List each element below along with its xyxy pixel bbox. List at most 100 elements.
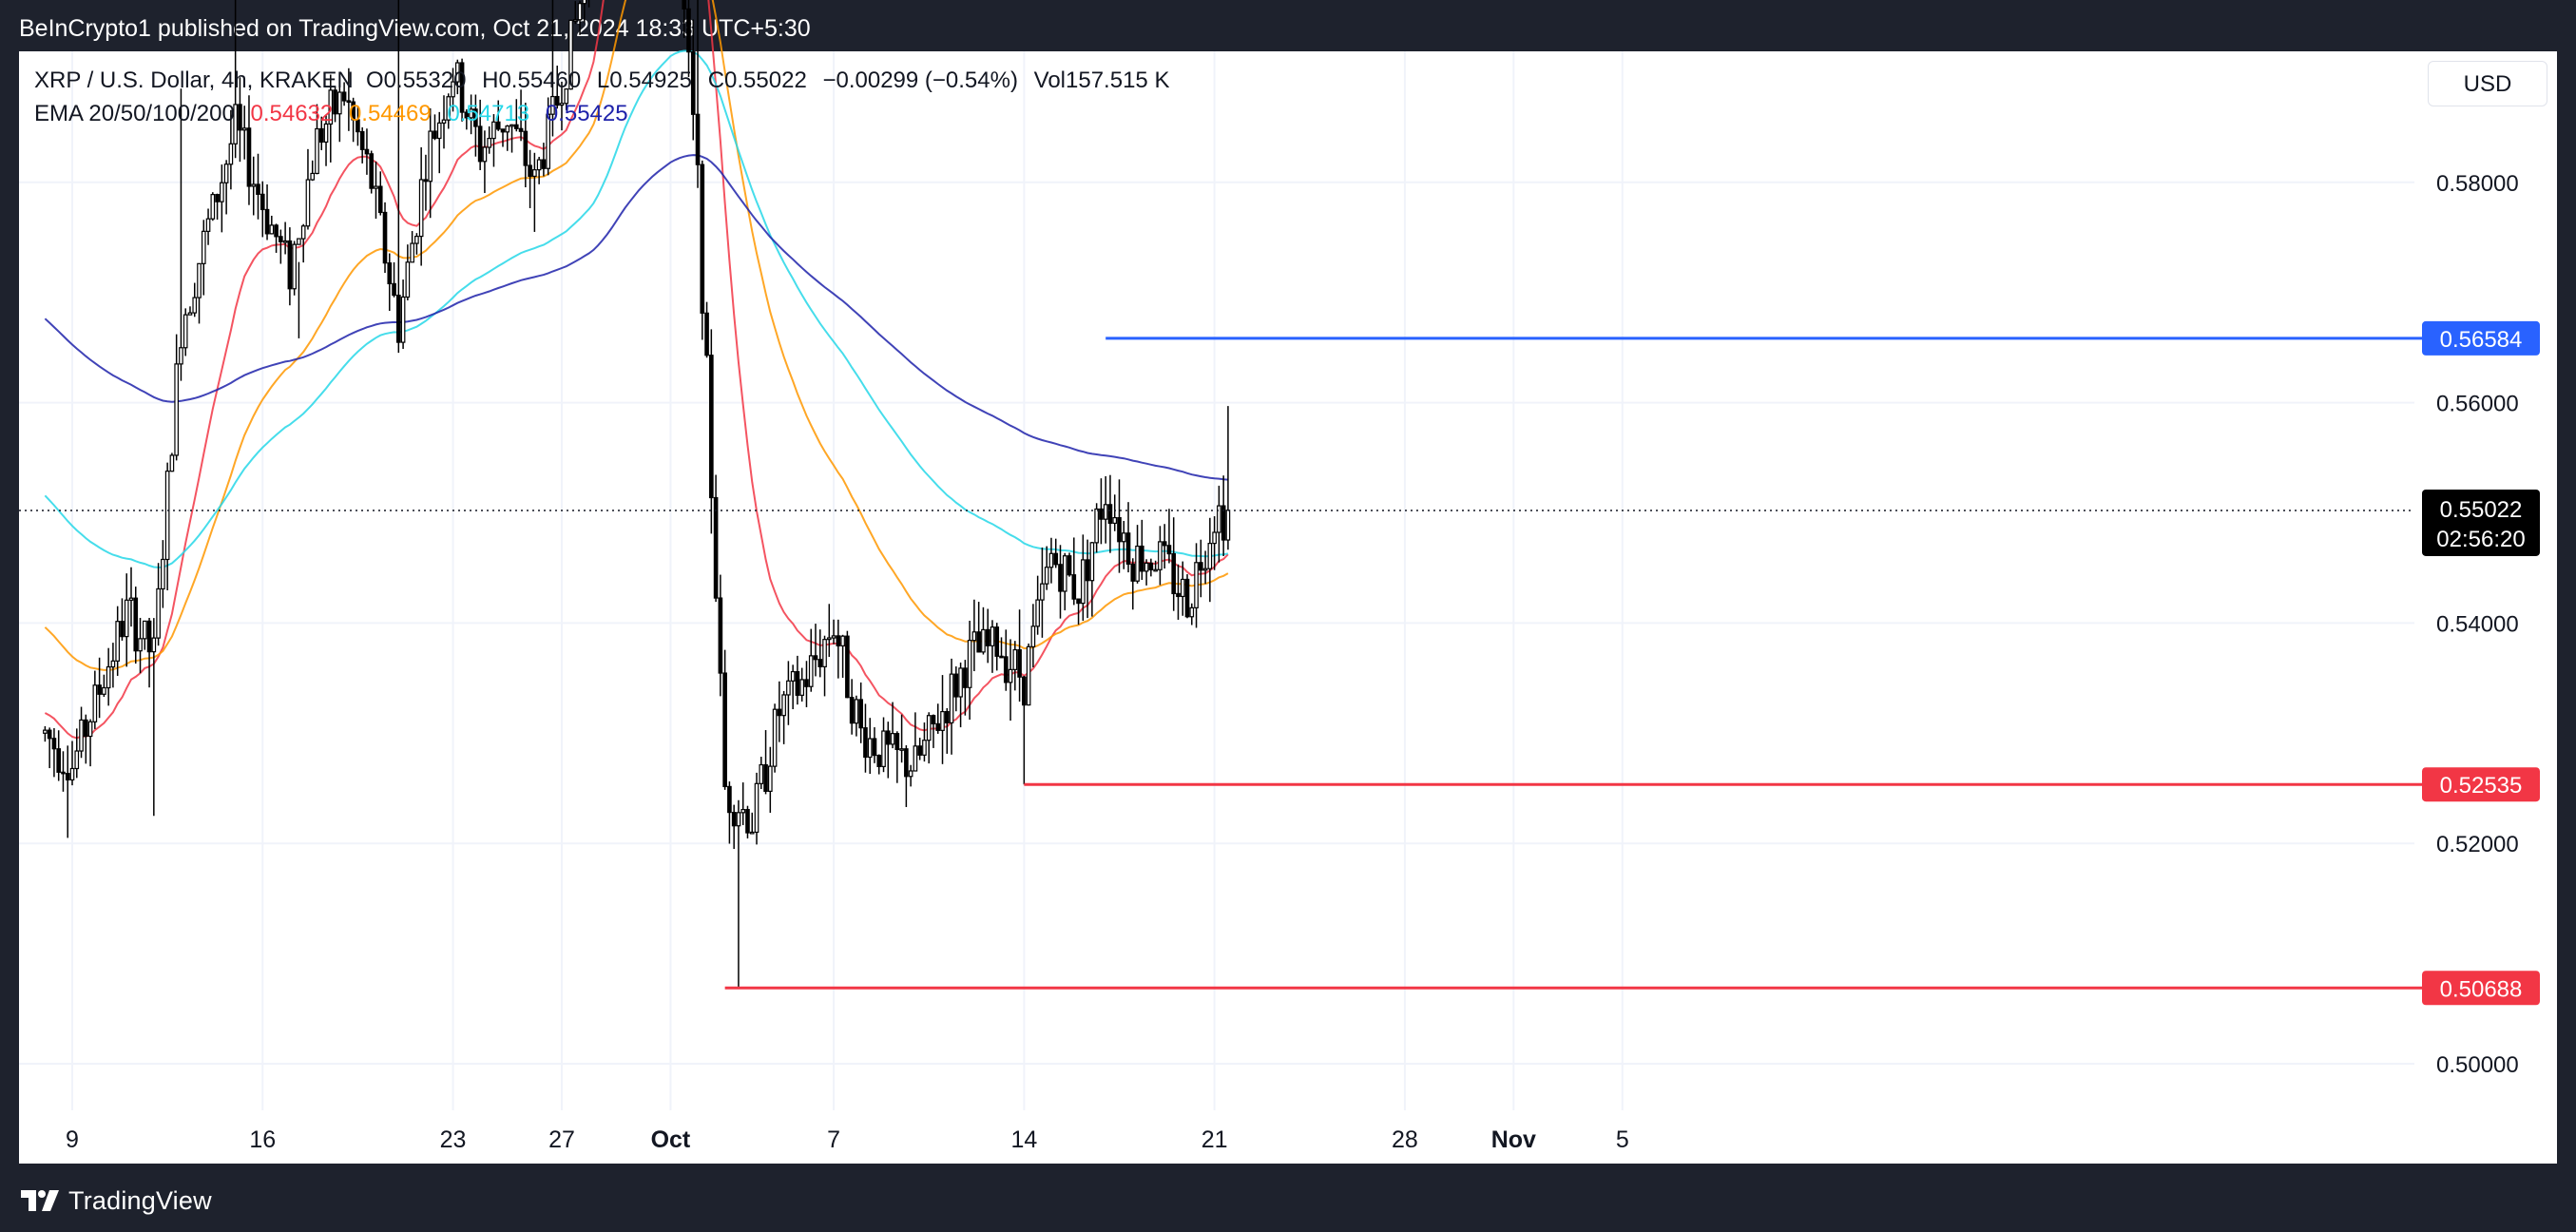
candle [459, 58, 465, 122]
candle [151, 618, 157, 817]
candle [777, 681, 782, 742]
candle [201, 220, 206, 296]
tradingview-logo[interactable]: TradingView [21, 1186, 212, 1215]
candle [1062, 552, 1067, 611]
candle [736, 799, 741, 989]
candle [1040, 547, 1045, 638]
candle [179, 88, 183, 381]
candle [1048, 537, 1054, 584]
candle [260, 181, 265, 238]
y-tick-label: 0.56000 [2436, 392, 2519, 417]
candle [876, 754, 882, 775]
candle [238, 77, 242, 163]
currency-button[interactable]: USD [2428, 61, 2547, 106]
candlesticks [43, 0, 1231, 989]
candle [768, 746, 773, 813]
candle [215, 193, 220, 221]
x-tick-label: 21 [1201, 1126, 1228, 1153]
candle [831, 619, 836, 645]
candle [1140, 519, 1144, 581]
candle [43, 725, 48, 742]
candle [146, 617, 152, 688]
candle [854, 695, 859, 737]
footer-bar: TradingView [0, 1164, 2576, 1232]
candle [958, 662, 963, 728]
candle [536, 156, 542, 184]
time-axis: 9 16 23 27 Oct 7 14 21 28 Nov 5 [66, 1126, 1629, 1153]
candle [518, 89, 524, 142]
x-tick-label: 14 [1010, 1126, 1037, 1153]
candle [795, 655, 800, 705]
candle [731, 804, 737, 850]
y-tick-label: 0.52000 [2436, 832, 2519, 857]
ema200-value: 0.55425 [546, 101, 628, 126]
candle [1067, 552, 1072, 577]
candle [433, 114, 437, 141]
candle [985, 608, 990, 664]
y-tick-label: 0.50000 [2436, 1052, 2519, 1078]
candle [464, 108, 470, 130]
candle [310, 160, 316, 182]
candle [223, 160, 229, 215]
y-tick-label: 0.54000 [2436, 611, 2519, 637]
candle [133, 587, 139, 664]
candle [183, 308, 188, 356]
x-tick-label: 5 [1616, 1126, 1629, 1153]
candle [1166, 509, 1172, 564]
candle [700, 160, 705, 340]
chart-legend: XRP / U.S. Dollar, 4h, KRAKEN O0.55320 H… [34, 67, 1169, 126]
candle [1130, 558, 1136, 610]
candle [1148, 558, 1154, 577]
candle [269, 215, 275, 235]
y-tick-label: 0.58000 [2436, 171, 2519, 197]
candle [990, 620, 995, 673]
candle [1212, 516, 1217, 570]
candle [1176, 564, 1181, 620]
candle [292, 241, 297, 296]
candle [115, 606, 120, 676]
candle [382, 202, 388, 274]
candle [759, 757, 764, 790]
candle [138, 617, 143, 674]
candle [528, 149, 532, 209]
support-level: 0.52535 [1024, 767, 2540, 802]
ema100-value: 0.54713 [447, 101, 529, 126]
candle [356, 106, 360, 146]
candle [749, 812, 755, 835]
candle [790, 664, 796, 710]
candle [418, 146, 424, 266]
candle [963, 660, 968, 716]
close-label: C [708, 67, 724, 93]
candle [477, 99, 483, 170]
candle [142, 620, 147, 650]
candle [187, 306, 193, 316]
candle [582, 0, 587, 23]
candle [1012, 641, 1018, 691]
candle [1103, 475, 1108, 544]
candle [1017, 609, 1022, 703]
chart-grid [19, 51, 2414, 1110]
candle [1044, 546, 1049, 590]
candle [374, 162, 378, 220]
candle [1112, 494, 1118, 531]
price-axis: 0.500000.520000.540000.560000.580000.600… [2436, 171, 2519, 1078]
tradingview-brand: TradingView [68, 1185, 212, 1215]
candle [56, 730, 62, 781]
close-value: 0.55022 [724, 67, 807, 93]
candle [410, 231, 414, 263]
candle [1085, 539, 1090, 619]
candle [346, 67, 352, 131]
ema-lines [44, 0, 1229, 740]
level-price-label: 0.56584 [2440, 327, 2523, 353]
candle [282, 221, 288, 255]
candle [550, 0, 555, 137]
candle [826, 604, 832, 657]
candle [233, 0, 238, 159]
candle [1089, 542, 1095, 617]
candle [1099, 478, 1104, 545]
candle [505, 125, 510, 151]
x-tick-label: 27 [548, 1126, 575, 1153]
candle [709, 329, 714, 534]
candle [87, 719, 93, 767]
